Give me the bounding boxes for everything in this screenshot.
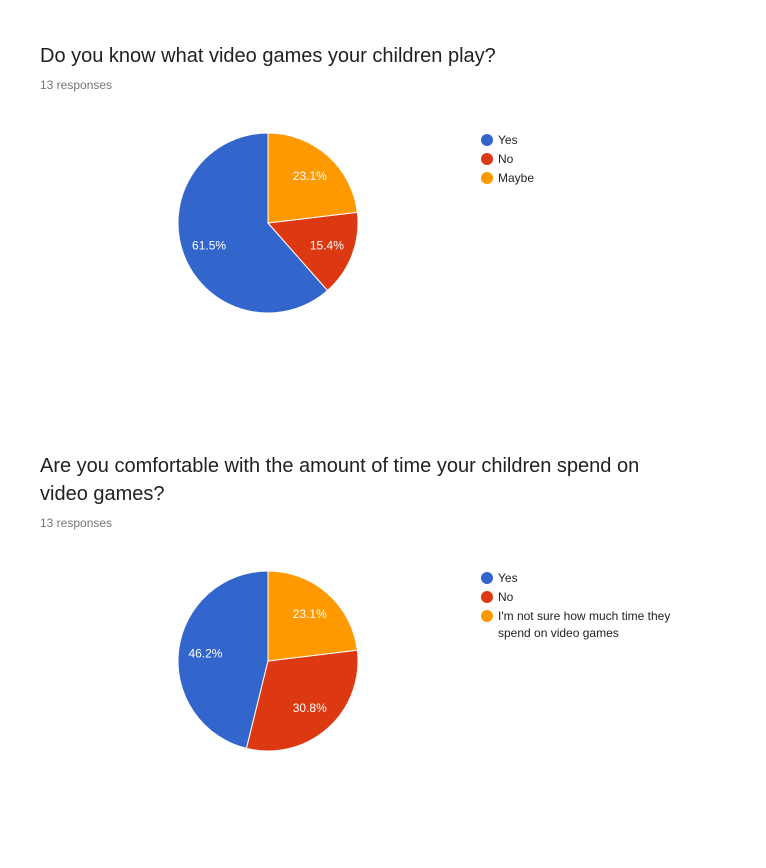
legend-label: Maybe (498, 171, 535, 185)
legend-swatch (481, 134, 493, 146)
legend-label: Yes (498, 133, 518, 147)
chart-legend: Yes No I'm not sure how much time they spe… (481, 570, 681, 644)
legend-item-yes: Yes (481, 132, 681, 149)
question-card-video-games-known: Do you know what video games your childr… (0, 0, 766, 420)
question-card-time-comfortable: Are you comfortable with the amount of t… (0, 440, 766, 868)
legend-swatch (481, 153, 493, 165)
legend-swatch (481, 610, 493, 622)
legend-label: No (498, 152, 514, 166)
pie-slice-i-m-not-sure-how-much-time-they-spend-on (267, 570, 358, 662)
slice-percent-label: 46.2% (188, 646, 222, 660)
slice-percent-label: 61.5% (192, 238, 226, 252)
slice-percent-label: 23.1% (293, 607, 327, 621)
legend-swatch (481, 572, 493, 584)
slice-percent-label: 23.1% (293, 169, 327, 183)
pie-slice-yes (177, 570, 269, 749)
question-title: Do you know what video games your childr… (40, 45, 496, 67)
pie-slice-no (245, 649, 359, 752)
legend-label: Yes (498, 571, 518, 585)
legend-label: I'm not sure how much time they spend on… (498, 609, 671, 640)
response-count: 13 responses (40, 516, 113, 530)
legend-item-yes: Yes (481, 570, 681, 587)
legend-item-no: No (481, 589, 681, 606)
question-title: Are you comfortable with the amount of t… (40, 455, 640, 505)
legend-swatch (481, 172, 493, 184)
chart-legend: Yes No Maybe (481, 132, 681, 189)
pie-slice-yes (177, 132, 329, 314)
pie-slice-maybe (267, 132, 358, 224)
pie-slice-no (266, 211, 359, 292)
response-count: 13 responses (40, 78, 113, 92)
legend-swatch (481, 591, 493, 603)
legend-item-i-m-not-sure-how-much-time-they-spend-on: I'm not sure how much time they spend on… (481, 608, 681, 642)
legend-item-no: No (481, 151, 681, 168)
legend-item-maybe: Maybe (481, 170, 681, 187)
slice-percent-label: 15.4% (310, 238, 344, 252)
legend-label: No (498, 590, 514, 604)
pie-chart: 46.2% 30.8% 23.1% (177, 570, 359, 752)
slice-percent-label: 30.8% (293, 701, 327, 715)
pie-chart: 61.5% 15.4% 23.1% (177, 132, 359, 314)
